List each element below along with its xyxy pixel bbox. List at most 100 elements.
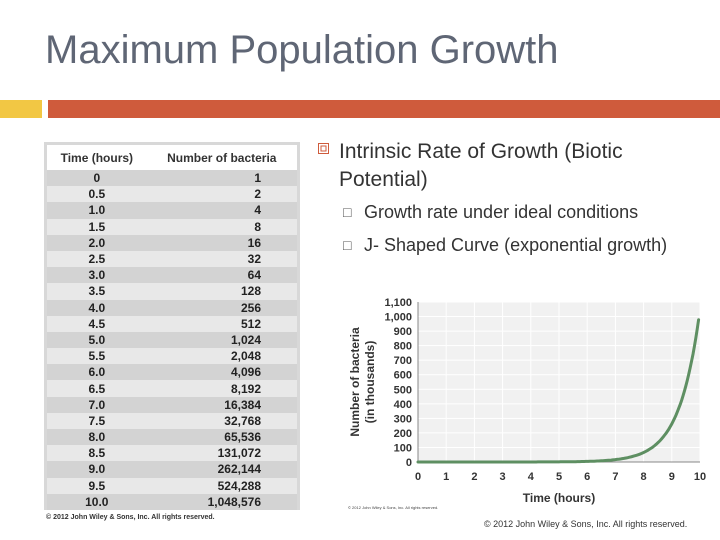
y-tick-label: 100: [394, 442, 412, 454]
table-row: 9.5 524,288: [47, 477, 297, 494]
slide-title: Maximum Population Growth: [45, 28, 559, 72]
table-cell-count: 16,384: [146, 396, 297, 413]
growth-chart: 0 100 200 300 400 500 600 700 800 900 1,000 1,100 0 1…: [348, 297, 706, 510]
table-cell-time: 7.0: [47, 396, 147, 413]
table-row: 5.0 1,024: [47, 331, 297, 349]
table-cell-count: 2: [146, 186, 297, 203]
table-row: 10.0 1,048,576: [47, 493, 297, 510]
table-cell-count: 1,024: [146, 331, 297, 349]
accent-bar-orange: [48, 100, 720, 118]
accent-bar-yellow: [0, 100, 42, 118]
table-row: 3.0 64: [47, 267, 297, 284]
table-cell-time: 4.0: [47, 299, 147, 316]
x-axis-label: Time (hours): [523, 491, 595, 505]
y-tick-label: 800: [394, 341, 412, 353]
bullet-square-icon: [318, 143, 329, 154]
x-tick-label: 7: [612, 471, 618, 483]
y-axis-sublabel: (in thousands): [363, 341, 377, 424]
table-row: 2.0 16: [47, 234, 297, 251]
table-cell-count: 128: [146, 283, 297, 300]
y-tick-label: 300: [394, 413, 412, 425]
table-cell-count: 524,288: [146, 477, 297, 494]
table-cell-time: 4.5: [47, 315, 147, 332]
table-cell-count: 4: [146, 202, 297, 219]
y-tick-label: 700: [394, 355, 412, 367]
table-cell-count: 64: [146, 267, 297, 284]
table-row: 8.5 131,072: [47, 445, 297, 462]
table-cell-time: 1.0: [47, 202, 147, 219]
table-cell-count: 262,144: [146, 461, 297, 478]
table-cell-count: 32,768: [146, 412, 297, 429]
table-cell-count: 16: [146, 234, 297, 251]
x-tick-label: 6: [584, 471, 590, 483]
y-tick-label: 600: [394, 370, 412, 382]
table-cell-time: 1.5: [47, 218, 147, 235]
slide-copyright: © 2012 John Wiley & Sons, Inc. All right…: [484, 519, 688, 529]
table-row: 8.0 65,536: [47, 429, 297, 446]
table-cell-time: 3.0: [47, 267, 147, 284]
x-tick-label: 1: [443, 471, 449, 483]
table-row: 5.5 2,048: [47, 348, 297, 365]
table-row: 4.5 512: [47, 315, 297, 332]
table-row: 7.5 32,768: [47, 412, 297, 429]
table-cell-time: 6.0: [47, 364, 147, 381]
table-cell-time: 0: [47, 170, 147, 187]
table-cell-count: 1: [146, 170, 297, 187]
sub-bullet-icon-2: □: [343, 237, 352, 253]
table-cell-time: 5.0: [47, 331, 147, 349]
y-tick-label: 1,100: [384, 297, 412, 309]
table-row: 6.0 4,096: [47, 364, 297, 381]
table-cell-time: 8.0: [47, 429, 147, 446]
table-cell-count: 256: [146, 299, 297, 316]
table-cell-time: 10.0: [47, 493, 147, 510]
table-cell-time: 6.5: [47, 380, 147, 397]
x-tick-label: 9: [669, 471, 675, 483]
x-tick-label: 3: [500, 471, 506, 483]
table-cell-time: 2.0: [47, 234, 147, 251]
bacteria-table: Time (hours) Number of bacteria 0 1 0.5 2 1.…: [47, 145, 297, 510]
table-cell-time: 8.5: [47, 445, 147, 462]
table-cell-count: 32: [146, 250, 297, 268]
table-row: 3.5 128: [47, 283, 297, 300]
table-cell-count: 131,072: [146, 445, 297, 462]
table-row: 1.0 4: [47, 202, 297, 219]
y-axis-label: Number of bacteria: [348, 327, 362, 437]
table-row: 7.0 16,384: [47, 396, 297, 413]
table-row: 0.5 2: [47, 186, 297, 203]
y-tick-label: 200: [394, 428, 412, 440]
bacteria-table-panel: Time (hours) Number of bacteria 0 1 0.5 2 1.…: [44, 142, 300, 510]
table-cell-count: 4,096: [146, 364, 297, 381]
table-row: 6.5 8,192: [47, 380, 297, 397]
sub-bullet-1: Growth rate under ideal conditions: [364, 202, 639, 222]
x-tick-label: 10: [694, 471, 706, 483]
table-cell-time: 7.5: [47, 412, 147, 429]
table-cell-count: 8: [146, 218, 297, 235]
table-row: 2.5 32: [47, 250, 297, 268]
x-tick-label: 8: [641, 471, 647, 483]
table-header-time: Time (hours): [47, 145, 147, 170]
table-cell-time: 9.0: [47, 461, 147, 478]
table-cell-time: 9.5: [47, 477, 147, 494]
sub-bullet-icon-1: □: [343, 204, 352, 220]
table-cell-count: 8,192: [146, 380, 297, 397]
table-cell-time: 3.5: [47, 283, 147, 300]
table-cell-time: 5.5: [47, 348, 147, 365]
growth-curve: [416, 318, 701, 464]
y-tick-label: 1,000: [384, 312, 412, 324]
y-tick-label: 0: [406, 457, 412, 469]
x-tick-label: 4: [528, 471, 535, 483]
chart-copyright: © 2012 John Wiley & Sons, Inc. All right…: [348, 505, 438, 510]
y-tick-label: 500: [394, 384, 412, 396]
table-header-count: Number of bacteria: [146, 145, 297, 170]
y-tick-label: 900: [394, 326, 412, 338]
table-cell-count: 65,536: [146, 429, 297, 446]
table-row: 9.0 262,144: [47, 461, 297, 478]
x-tick-label: 0: [415, 471, 421, 483]
table-cell-time: 2.5: [47, 250, 147, 268]
table-cell-count: 1,048,576: [146, 493, 297, 510]
x-tick-label: 2: [471, 471, 477, 483]
table-cell-count: 2,048: [146, 348, 297, 365]
table-row: 4.0 256: [47, 299, 297, 316]
table-copyright: © 2012 John Wiley & Sons, Inc. All right…: [46, 514, 215, 521]
